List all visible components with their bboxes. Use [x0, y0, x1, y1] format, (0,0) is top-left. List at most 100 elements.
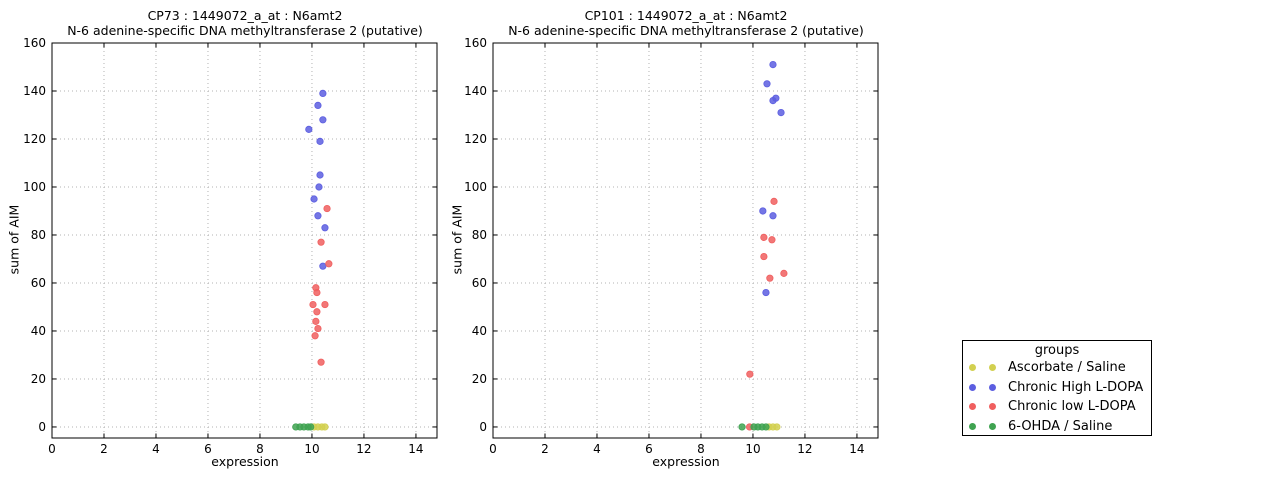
data-point — [323, 204, 331, 213]
data-point — [311, 332, 319, 340]
data-point — [317, 358, 325, 366]
data-point — [314, 324, 322, 333]
y-tick-label: 140 — [23, 84, 46, 98]
y-tick-label: 80 — [31, 228, 46, 242]
x-tick-label: 14 — [849, 442, 864, 456]
data-point — [769, 212, 777, 220]
plot-title-block-right: CP101 : 1449072_a_at : N6amt2 N-6 adenin… — [456, 8, 916, 38]
legend-item: Chronic High L-DOPA — [963, 378, 1151, 398]
x-tick-label: 6 — [645, 442, 653, 456]
legend-item-label: Chronic High L-DOPA — [1008, 379, 1144, 395]
data-point — [738, 423, 746, 431]
x-tick-label: 8 — [256, 442, 264, 456]
data-point — [762, 423, 770, 431]
y-tick-label: 40 — [31, 324, 46, 338]
data-point — [321, 423, 329, 431]
legend-item: Chronic low L-DOPA — [963, 397, 1151, 417]
data-point — [307, 423, 315, 431]
x-tick-label: 10 — [745, 442, 760, 456]
x-tick-label: 12 — [797, 442, 812, 456]
data-point — [313, 288, 321, 297]
x-tick-label: 2 — [100, 442, 108, 456]
data-point — [769, 60, 777, 69]
x-axis-label-right: expression — [652, 454, 720, 469]
y-tick-label: 0 — [38, 420, 46, 434]
data-point — [316, 137, 324, 145]
data-point — [325, 260, 333, 268]
data-point — [313, 308, 321, 316]
y-tick-label: 60 — [472, 276, 487, 290]
plot-frame — [492, 42, 879, 439]
legend-title: groups — [1034, 343, 1080, 358]
data-point — [769, 96, 777, 105]
y-tick-label: 100 — [464, 180, 487, 194]
data-point — [780, 269, 788, 277]
data-point — [315, 183, 323, 191]
x-tick-label: 8 — [697, 442, 705, 456]
data-point — [319, 89, 327, 97]
legend-item-label: Ascorbate / Saline — [1008, 360, 1126, 376]
data-point — [314, 212, 322, 220]
x-tick-label: 12 — [356, 442, 371, 456]
data-point — [321, 300, 329, 309]
data-point — [766, 274, 774, 282]
data-point — [773, 423, 781, 431]
x-tick-label: 0 — [48, 442, 56, 456]
legend-item: Ascorbate / Saline — [963, 358, 1151, 378]
y-tick-label: 160 — [23, 36, 46, 50]
data-point — [770, 197, 778, 205]
data-point — [768, 236, 776, 244]
plot-subtitle: N-6 adenine-specific DNA methyltransfera… — [508, 23, 864, 38]
x-tick-label: 4 — [152, 442, 160, 456]
x-tick-label: 0 — [489, 442, 497, 456]
data-point — [305, 125, 313, 133]
x-axis-label-left: expression — [211, 454, 279, 469]
data-point — [762, 288, 770, 297]
legend-marker-dot — [969, 364, 976, 372]
data-point — [760, 233, 768, 241]
y-tick-label: 40 — [472, 324, 487, 338]
data-point — [316, 171, 324, 179]
y-tick-label: 160 — [464, 36, 487, 50]
y-tick-label: 120 — [23, 132, 46, 146]
legend-marker-dot — [989, 403, 996, 411]
x-tick-label: 2 — [541, 442, 549, 456]
data-point — [309, 300, 317, 309]
x-tick-label: 10 — [304, 442, 319, 456]
plot-frame — [51, 42, 438, 439]
legend-items: Ascorbate / Saline Chronic High L-DOPA Chr… — [963, 358, 1151, 436]
y-tick-label: 100 — [23, 180, 46, 194]
legend-marker-dot — [989, 423, 996, 431]
data-point — [746, 370, 754, 378]
plot-title: CP101 : 1449072_a_at : N6amt2 — [584, 8, 788, 23]
legend-marker-dot — [969, 403, 976, 411]
y-tick-label: 80 — [472, 228, 487, 242]
y-tick-label: 140 — [464, 84, 487, 98]
data-point — [763, 80, 771, 88]
data-point — [759, 207, 767, 215]
x-tick-label: 14 — [408, 442, 423, 456]
y-tick-label: 60 — [31, 276, 46, 290]
legend-item: 6-OHDA / Saline — [963, 417, 1151, 437]
data-point — [777, 108, 785, 117]
data-point — [319, 262, 327, 270]
data-point — [317, 238, 325, 246]
legend-item-label: 6-OHDA / Saline — [1008, 419, 1113, 435]
data-point — [312, 317, 320, 325]
y-tick-label: 120 — [464, 132, 487, 146]
y-axis-label-right: sum of AIM — [449, 204, 465, 275]
legend-marker-dot — [969, 383, 976, 391]
y-tick-label: 20 — [472, 372, 487, 386]
legend-item-label: Chronic low L-DOPA — [1008, 399, 1136, 415]
data-point — [760, 252, 768, 261]
legend: groups Ascorbate / Saline Chronic High L-… — [962, 340, 1152, 436]
y-axis-label-left: sum of AIM — [6, 204, 22, 275]
data-point — [314, 101, 322, 109]
data-point — [321, 224, 329, 232]
x-tick-label: 6 — [204, 442, 212, 456]
plot-title-block-left: CP73 : 1449072_a_at : N6amt2 N-6 adenine… — [15, 8, 475, 38]
y-tick-label: 0 — [479, 420, 487, 434]
plot-title: CP73 : 1449072_a_at : N6amt2 — [147, 8, 343, 23]
